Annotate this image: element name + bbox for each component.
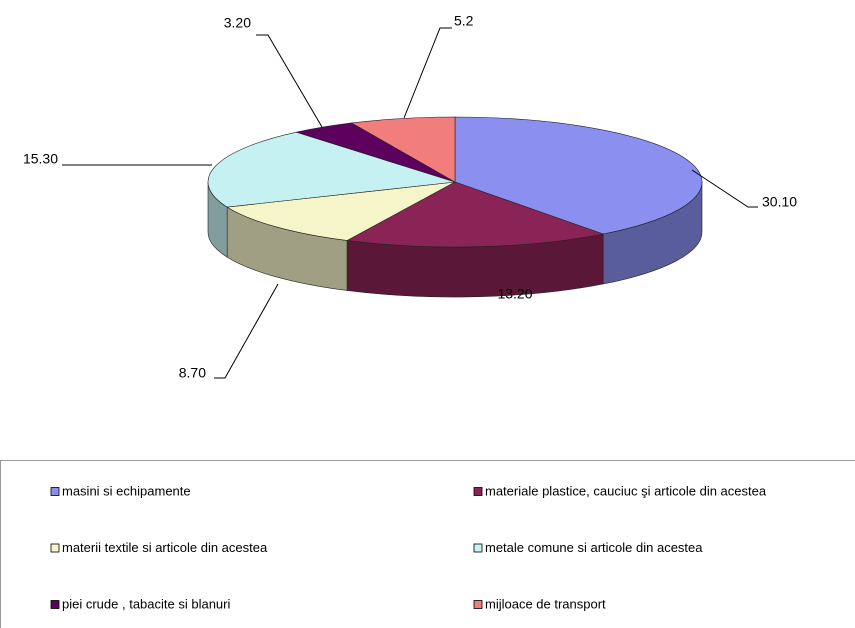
pie-slice bbox=[346, 181, 605, 248]
legend-swatch bbox=[473, 543, 483, 553]
data-label: 8.70 bbox=[179, 365, 206, 381]
data-label: 30.10 bbox=[762, 194, 797, 210]
legend-swatch bbox=[50, 600, 60, 609]
pie-slice bbox=[454, 116, 703, 235]
legend-swatch bbox=[473, 600, 483, 609]
data-label: 3.20 bbox=[224, 15, 251, 31]
legend-label: piei crude , tabacite si blanuri bbox=[62, 596, 230, 611]
leader-line bbox=[403, 27, 452, 119]
legend-box bbox=[0, 460, 855, 628]
pie-slice bbox=[207, 131, 456, 208]
data-label: 5.2 bbox=[454, 13, 474, 29]
legend-swatch bbox=[50, 543, 60, 553]
legend-label: materiale plastice, cauciuc şi articole … bbox=[485, 483, 767, 498]
leader-line bbox=[214, 283, 279, 379]
legend-swatch bbox=[50, 487, 60, 496]
legend-swatch bbox=[473, 487, 483, 496]
pie-slice bbox=[350, 116, 456, 183]
legend-label: metale comune si articole din acestea bbox=[485, 540, 703, 555]
leader-line bbox=[691, 169, 758, 208]
data-label: 15.30 bbox=[23, 151, 58, 167]
leader-line bbox=[256, 34, 323, 128]
legend-label: masini si echipamente bbox=[62, 483, 191, 498]
data-label: 13.20 bbox=[497, 286, 532, 302]
legend-label: materii textile si articole din acestea bbox=[62, 540, 268, 555]
pie-slice bbox=[226, 181, 456, 241]
legend-label: mijloace de transport bbox=[485, 596, 606, 611]
